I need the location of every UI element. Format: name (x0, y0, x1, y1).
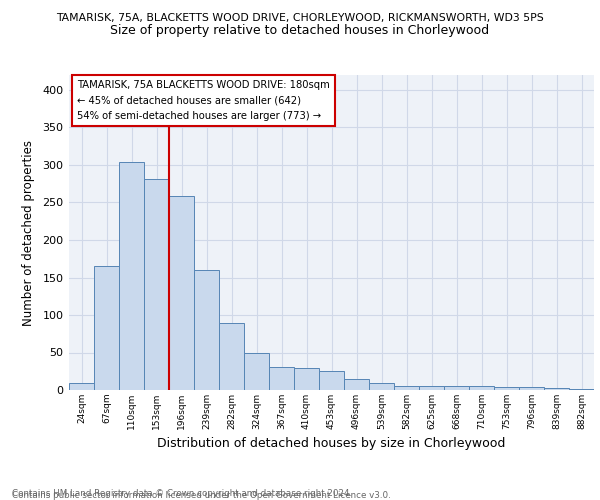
Bar (444, 386, 469, 390)
Text: Size of property relative to detached houses in Chorleywood: Size of property relative to detached ho… (110, 24, 490, 37)
Bar (419, 386, 444, 390)
Bar (119, 162, 144, 390)
Text: TAMARISK, 75A, BLACKETTS WOOD DRIVE, CHORLEYWOOD, RICKMANSWORTH, WD3 5PS: TAMARISK, 75A, BLACKETTS WOOD DRIVE, CHO… (56, 12, 544, 22)
Bar (569, 388, 594, 390)
Bar (194, 270, 219, 390)
Bar (269, 367, 294, 390)
Bar (469, 386, 494, 390)
Bar (369, 383, 394, 390)
Text: TAMARISK, 75A BLACKETTS WOOD DRIVE: 180sqm
← 45% of detached houses are smaller : TAMARISK, 75A BLACKETTS WOOD DRIVE: 180s… (77, 80, 329, 121)
Text: Contains HM Land Registry data © Crown copyright and database right 2024.: Contains HM Land Registry data © Crown c… (12, 488, 352, 498)
Bar (494, 387, 519, 390)
Y-axis label: Number of detached properties: Number of detached properties (22, 140, 35, 326)
Bar (319, 371, 344, 390)
Bar (544, 388, 569, 390)
Bar (69, 382, 94, 390)
Bar (144, 180, 169, 390)
Bar (219, 324, 244, 390)
Bar (394, 386, 419, 390)
Text: Contains public sector information licensed under the Open Government Licence v3: Contains public sector information licen… (12, 491, 391, 500)
Bar (244, 352, 269, 390)
Bar (294, 368, 319, 390)
Bar (344, 379, 369, 390)
Bar (169, 196, 194, 390)
Bar (94, 266, 119, 390)
Bar (519, 387, 544, 390)
X-axis label: Distribution of detached houses by size in Chorleywood: Distribution of detached houses by size … (157, 438, 506, 450)
